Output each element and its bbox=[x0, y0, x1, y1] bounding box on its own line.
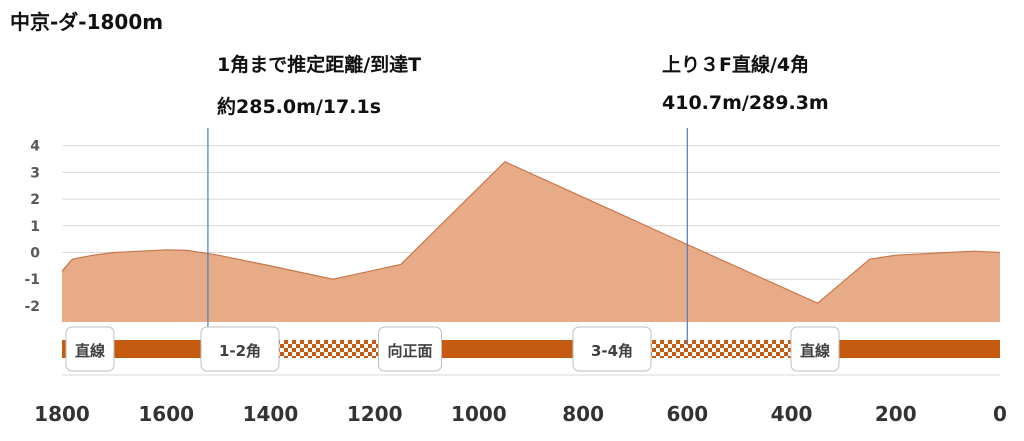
section-label: 1-2角 bbox=[219, 342, 261, 360]
last3f-annotation-line1: 上り３F直線/4角 bbox=[662, 54, 810, 76]
x-tick-label: 1600 bbox=[138, 402, 194, 426]
y-tick-label: 3 bbox=[30, 165, 40, 181]
y-tick-label: 1 bbox=[30, 219, 40, 235]
x-tick-label: 800 bbox=[562, 402, 604, 426]
section-label: 向正面 bbox=[387, 342, 432, 360]
elevation-area bbox=[62, 161, 1000, 322]
last3f-annotation-line2: 410.7m/289.3m bbox=[662, 92, 829, 114]
y-tick-label: -2 bbox=[24, 299, 40, 315]
x-tick-label: 600 bbox=[666, 402, 708, 426]
y-tick-label: 2 bbox=[30, 192, 40, 208]
section-label: 3-4角 bbox=[591, 342, 633, 360]
section-label: 直線 bbox=[800, 342, 830, 360]
corner1-annotation-line1: 1角まで推定距離/到達T bbox=[217, 54, 422, 76]
section-label: 直線 bbox=[75, 342, 105, 360]
chart-title: 中京-ダ-1800m bbox=[10, 10, 164, 34]
y-tick-label: 4 bbox=[30, 139, 40, 155]
x-tick-label: 0 bbox=[993, 402, 1007, 426]
elevation-line bbox=[61, 160, 1001, 304]
section-bar bbox=[812, 340, 1000, 358]
x-tick-label: 1800 bbox=[34, 402, 90, 426]
x-tick-label: 1200 bbox=[347, 402, 403, 426]
section-label-box bbox=[572, 326, 652, 372]
y-tick-label: 0 bbox=[30, 246, 40, 262]
corner1-annotation-line2: 約285.0m/17.1s bbox=[217, 96, 382, 118]
y-tick-label: -1 bbox=[24, 272, 40, 288]
section-label-box bbox=[378, 326, 442, 372]
x-tick-label: 400 bbox=[771, 402, 813, 426]
section-label-box bbox=[790, 326, 840, 372]
x-tick-label: 1000 bbox=[451, 402, 507, 426]
x-tick-label: 1400 bbox=[243, 402, 299, 426]
section-label-box bbox=[65, 326, 115, 372]
section-label-box bbox=[200, 326, 280, 372]
x-tick-label: 200 bbox=[875, 402, 917, 426]
